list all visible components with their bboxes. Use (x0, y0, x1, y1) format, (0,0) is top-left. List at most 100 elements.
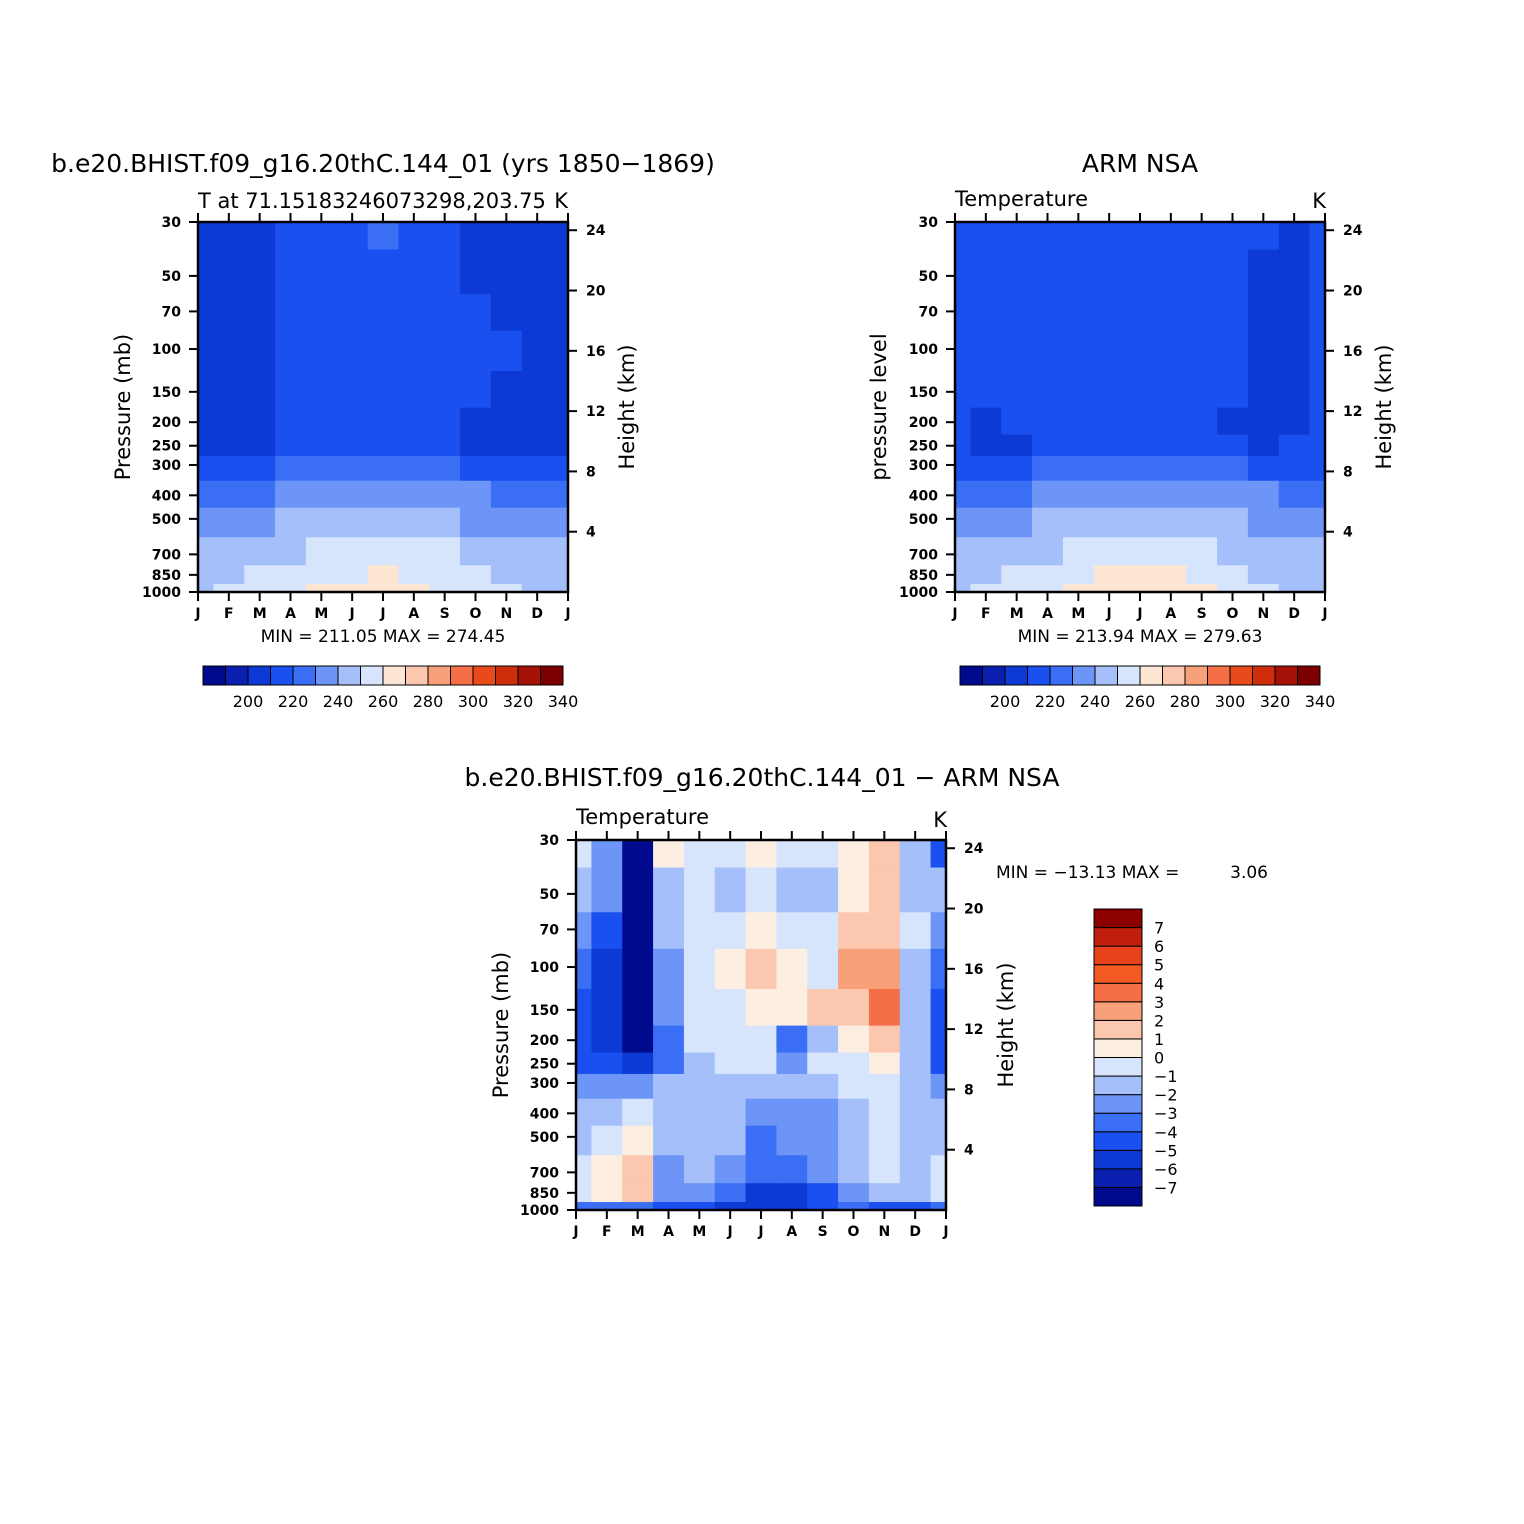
contour-cell (305, 583, 338, 593)
contour-cell (930, 911, 947, 949)
contour-cell (970, 564, 1002, 585)
colorbar-label: 3 (1154, 993, 1164, 1012)
contour-cell (622, 988, 654, 1026)
contour-cell (930, 1098, 947, 1126)
x-tick-label: N (1257, 606, 1269, 622)
contour-cell (868, 1098, 901, 1126)
contour-cell (838, 1182, 870, 1203)
y-tick-label: 70 (162, 304, 182, 320)
contour-cell (244, 455, 276, 481)
contour-cell (955, 433, 972, 456)
y-tick-label: 400 (909, 488, 938, 504)
contour-cell (429, 507, 461, 538)
x-tick-label: J (727, 1224, 733, 1240)
x-tick-label: F (981, 606, 991, 622)
contour-cell (868, 1073, 901, 1099)
x-tick-label: M (631, 1224, 645, 1240)
contour-cell (1217, 536, 1249, 566)
contour-cell (653, 1098, 685, 1126)
contour-cell (1062, 536, 1095, 566)
contour-cell (714, 1201, 747, 1211)
contour-cell (970, 536, 1002, 566)
contour-cell (275, 293, 307, 331)
panel-obs-minmax: MIN = 213.94 MAX = 279.63 (1018, 627, 1263, 647)
contour-cell (868, 911, 901, 949)
contour-cell (1217, 293, 1249, 331)
contour-cell (1278, 248, 1311, 295)
colorbar-label: 300 (458, 692, 489, 711)
y2-tick-label: 4 (586, 525, 596, 541)
contour-cell (1062, 433, 1095, 456)
contour-cell (653, 1051, 685, 1074)
contour-cell (591, 1201, 623, 1211)
contour-cell (683, 1025, 716, 1053)
contour-cell (955, 507, 972, 538)
contour-cell (429, 407, 461, 435)
contour-cell (275, 222, 307, 250)
y-tick-label: 70 (540, 922, 560, 938)
contour-cell (745, 911, 778, 949)
contour-cell (1093, 222, 1126, 250)
contour-cell (1217, 330, 1249, 372)
colorbar-label: 0 (1154, 1049, 1164, 1068)
contour-cell (1124, 407, 1157, 435)
contour-cell (336, 507, 369, 538)
contour-cell (745, 866, 778, 913)
colorbar-box (225, 665, 249, 686)
contour-cell (838, 1201, 870, 1211)
contour-cell (745, 840, 778, 868)
contour-cell (213, 248, 245, 295)
panel-model-title: b.e20.BHIST.f09_g16.20thC.144_01 (yrs 18… (51, 149, 715, 178)
contour-cell (213, 536, 245, 566)
colorbar-label: −7 (1154, 1178, 1178, 1197)
contour-cell (807, 1073, 839, 1099)
contour-cell (1186, 480, 1218, 508)
contour-cell (868, 1025, 901, 1053)
contour-cell (807, 866, 839, 913)
contour-cell (398, 222, 430, 250)
y2-tick-label: 8 (1343, 464, 1353, 480)
contour-cell (1155, 433, 1187, 456)
contour-cell (807, 840, 839, 868)
contour-cell (336, 433, 369, 456)
contour-cell (955, 248, 972, 295)
contour-cell (930, 948, 947, 990)
y-tick-label: 30 (919, 215, 939, 231)
contour-cell (244, 564, 276, 585)
colorbar-label: 280 (413, 692, 444, 711)
contour-cell (1309, 293, 1326, 331)
contour-cell (429, 480, 461, 508)
contour-cell (398, 480, 430, 508)
colorbar-label: 320 (503, 692, 534, 711)
contour-cell (1278, 433, 1311, 456)
contour-cell (1247, 293, 1280, 331)
colorbar-label: 340 (548, 692, 579, 711)
y-tick-label: 500 (152, 512, 181, 528)
contour-cell (838, 988, 870, 1026)
contour-cell (398, 536, 430, 566)
contour-cell (275, 455, 307, 481)
contour-cell (683, 1201, 716, 1211)
contour-cell (490, 480, 523, 508)
contour-cell (1247, 507, 1280, 538)
contour-cell (1032, 248, 1064, 295)
colorbar-box (1093, 1001, 1143, 1021)
contour-cell (244, 480, 276, 508)
contour-cell (213, 583, 245, 593)
contour-cell (552, 293, 569, 331)
colorbar-box (540, 665, 564, 686)
contour-cell (460, 407, 492, 435)
contour-cell (305, 433, 338, 456)
contour-cell (275, 507, 307, 538)
contour-cell (367, 433, 400, 456)
contour-cell (198, 407, 215, 435)
colorbar-box (1072, 665, 1096, 686)
contour-cell (683, 911, 716, 949)
contour-cell (714, 988, 747, 1026)
y2-tick-label: 16 (1343, 344, 1362, 360)
contour-cell (776, 1125, 808, 1156)
contour-cell (213, 455, 245, 481)
contour-cell (714, 911, 747, 949)
x-tick-label: J (572, 1224, 578, 1240)
y-tick-label: 1000 (520, 1203, 559, 1219)
